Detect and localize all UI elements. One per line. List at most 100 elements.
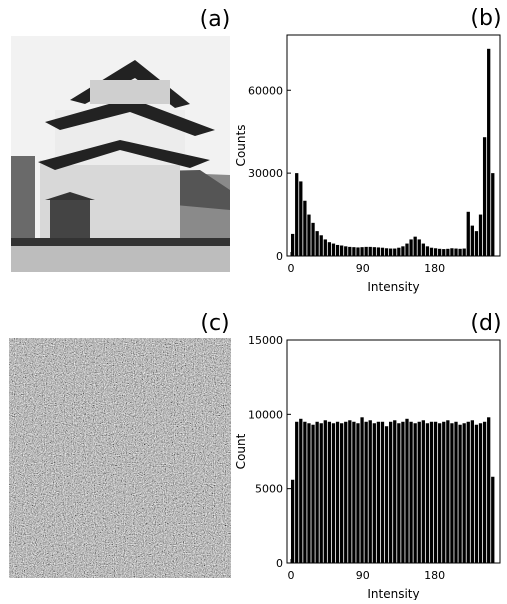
bar	[442, 421, 446, 563]
x-tick-label: 90	[356, 569, 370, 582]
bar	[303, 200, 307, 256]
y-tick-label: 15000	[248, 334, 283, 347]
bar	[376, 247, 381, 256]
panel-label: (c)	[200, 311, 229, 336]
bar	[482, 137, 487, 256]
bar	[364, 246, 368, 256]
bar	[315, 231, 319, 256]
panel-label: (d)	[470, 311, 501, 336]
bar	[352, 247, 356, 256]
bar	[299, 181, 303, 256]
bar	[478, 423, 483, 563]
x-tick-label: 180	[424, 262, 445, 275]
bar	[491, 173, 495, 256]
y-tick-label: 30000	[248, 167, 283, 180]
bar	[290, 233, 295, 256]
bar	[397, 247, 401, 256]
y-axis-label: Counts	[234, 125, 248, 167]
bar	[401, 246, 405, 256]
bar	[360, 247, 364, 256]
bar	[474, 424, 479, 563]
bar	[315, 421, 319, 563]
panel-label: (a)	[200, 7, 231, 32]
bar	[421, 243, 425, 256]
bar	[438, 423, 442, 563]
bar	[393, 420, 397, 563]
bar	[303, 421, 307, 563]
bar	[397, 423, 401, 563]
bar	[319, 235, 323, 256]
bar	[356, 247, 360, 256]
bar	[425, 246, 430, 256]
bar	[491, 476, 495, 563]
bar	[307, 423, 311, 563]
bar	[433, 248, 438, 256]
bar	[417, 239, 421, 256]
bar	[458, 424, 462, 563]
bar	[487, 417, 491, 563]
bar	[425, 423, 430, 563]
y-tick-label: 60000	[248, 84, 283, 97]
x-axis-label: Intensity	[367, 587, 419, 600]
bar	[299, 418, 303, 563]
bar	[319, 423, 323, 563]
bar	[340, 245, 344, 256]
bar	[368, 420, 372, 563]
bar	[335, 244, 340, 256]
bar	[348, 246, 352, 256]
bar	[295, 173, 299, 256]
bar	[384, 248, 389, 256]
bar	[327, 421, 332, 563]
bar	[466, 211, 470, 256]
bar	[405, 418, 409, 563]
bar	[433, 421, 438, 563]
bar	[393, 248, 397, 256]
bar	[348, 420, 352, 563]
bar	[352, 421, 356, 563]
y-tick-label: 10000	[248, 408, 283, 421]
photo	[11, 36, 230, 272]
bar	[429, 247, 434, 256]
x-tick-label: 0	[287, 262, 294, 275]
bar	[311, 222, 315, 256]
bar	[462, 248, 466, 256]
x-tick-label: 90	[356, 262, 370, 275]
bar	[344, 421, 348, 563]
bar	[462, 423, 466, 563]
bar	[405, 243, 409, 256]
bar	[360, 417, 364, 563]
bar	[389, 421, 393, 563]
bar	[413, 236, 417, 256]
bar	[466, 421, 470, 563]
y-axis-label: Count	[234, 433, 248, 469]
bar	[389, 248, 393, 256]
bar	[470, 420, 474, 563]
bar	[372, 247, 376, 256]
bar	[376, 421, 381, 563]
bar	[429, 421, 434, 563]
bar	[356, 423, 360, 563]
bar	[409, 239, 413, 256]
bar	[323, 420, 327, 563]
bar	[421, 420, 425, 563]
x-axis-label: Intensity	[367, 280, 419, 294]
noise-image	[9, 338, 231, 578]
bar	[368, 246, 372, 256]
bar	[482, 421, 487, 563]
y-tick-label: 0	[276, 557, 283, 570]
plot-frame	[286, 34, 501, 257]
bar	[413, 423, 417, 563]
bar	[401, 421, 405, 563]
bar	[442, 249, 446, 256]
bar	[331, 243, 336, 256]
bar	[450, 423, 454, 563]
bar	[290, 479, 295, 563]
bar	[446, 248, 450, 256]
bar	[454, 421, 458, 563]
bar	[450, 248, 454, 256]
plot-frame	[286, 339, 501, 564]
x-tick-label: 0	[287, 569, 294, 582]
bar	[364, 421, 368, 563]
bar	[409, 421, 413, 563]
bar	[327, 242, 332, 256]
